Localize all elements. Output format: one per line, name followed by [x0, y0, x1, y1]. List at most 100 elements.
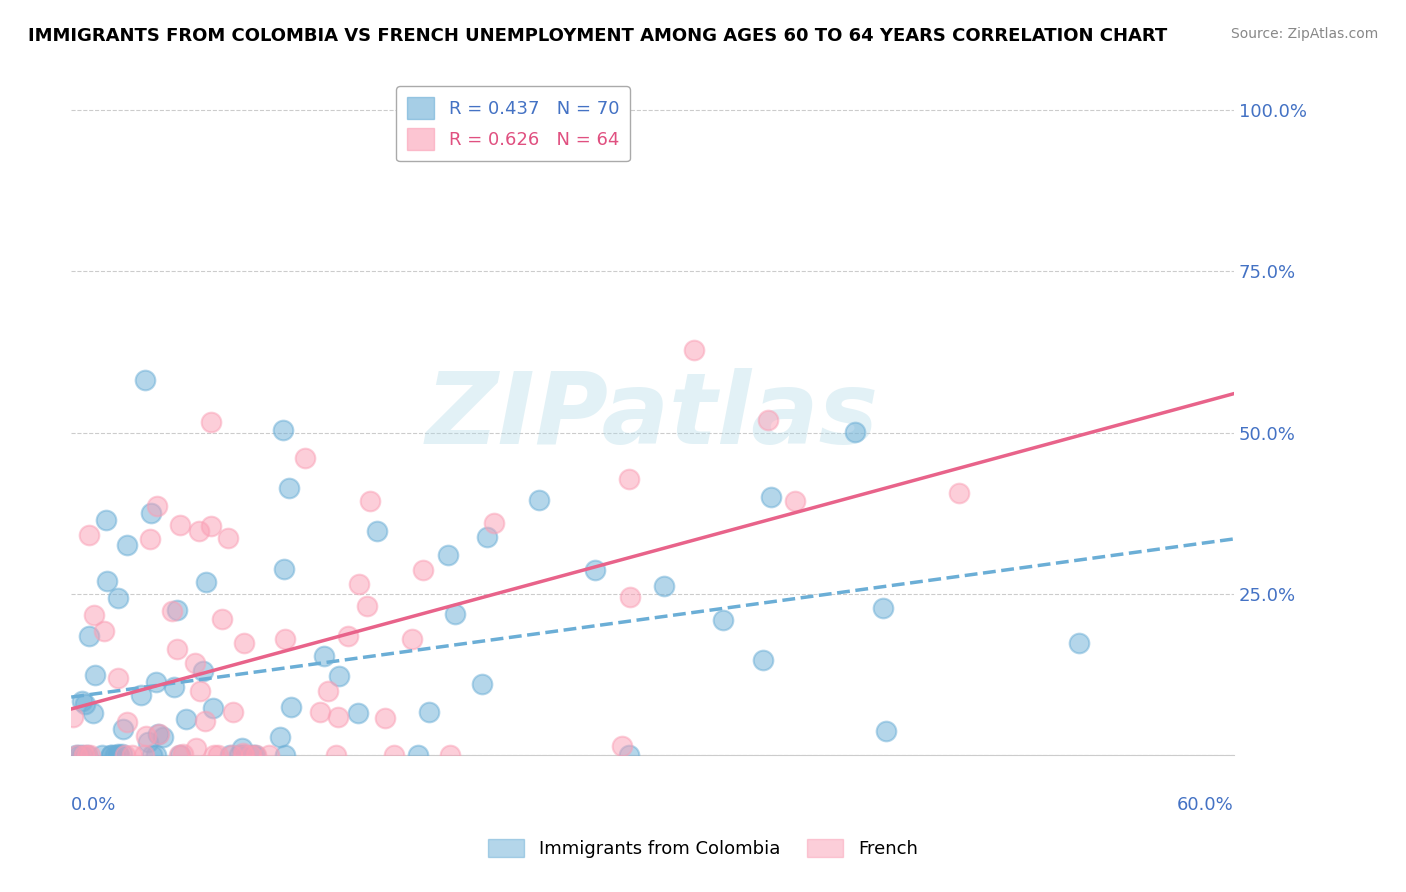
- Point: [382, 748, 405, 763]
- Point: [221, 748, 243, 763]
- Point: [844, 425, 866, 440]
- Point: [412, 563, 434, 577]
- Text: IMMIGRANTS FROM COLOMBIA VS FRENCH UNEMPLOYMENT AMONG AGES 60 TO 64 YEARS CORREL: IMMIGRANTS FROM COLOMBIA VS FRENCH UNEMP…: [28, 27, 1167, 45]
- Point: [184, 741, 207, 756]
- Point: [195, 574, 218, 589]
- Point: [470, 676, 492, 690]
- Point: [134, 373, 156, 387]
- Point: [172, 747, 194, 762]
- Point: [312, 649, 335, 664]
- Text: 60.0%: 60.0%: [1177, 796, 1234, 814]
- Point: [277, 481, 299, 495]
- Point: [484, 516, 506, 530]
- Point: [418, 705, 440, 719]
- Point: [129, 689, 152, 703]
- Point: [145, 675, 167, 690]
- Point: [652, 579, 675, 593]
- Point: [217, 531, 239, 545]
- Point: [141, 506, 163, 520]
- Point: [439, 748, 461, 763]
- Point: [444, 607, 467, 622]
- Point: [875, 724, 897, 739]
- Point: [70, 748, 93, 763]
- Point: [100, 748, 122, 763]
- Point: [163, 680, 186, 694]
- Point: [328, 669, 350, 683]
- Point: [77, 629, 100, 643]
- Point: [111, 747, 134, 761]
- Point: [337, 629, 360, 643]
- Point: [90, 748, 112, 763]
- Point: [167, 748, 190, 763]
- Point: [141, 748, 163, 763]
- Point: [107, 671, 129, 685]
- Point: [114, 748, 136, 763]
- Point: [187, 524, 209, 539]
- Point: [583, 563, 606, 577]
- Point: [73, 748, 96, 763]
- Point: [374, 711, 396, 725]
- Point: [222, 705, 245, 719]
- Point: [202, 748, 225, 763]
- Point: [132, 748, 155, 763]
- Point: [145, 748, 167, 763]
- Point: [242, 748, 264, 763]
- Text: ZIPatlas: ZIPatlas: [426, 368, 879, 465]
- Point: [96, 574, 118, 588]
- Point: [62, 710, 84, 724]
- Text: 0.0%: 0.0%: [72, 796, 117, 814]
- Point: [77, 528, 100, 542]
- Point: [269, 730, 291, 744]
- Point: [104, 748, 127, 763]
- Point: [100, 748, 122, 763]
- Point: [136, 735, 159, 749]
- Point: [233, 748, 256, 763]
- Legend: Immigrants from Colombia, French: Immigrants from Colombia, French: [481, 831, 925, 865]
- Point: [194, 714, 217, 728]
- Point: [347, 577, 370, 591]
- Point: [201, 701, 224, 715]
- Point: [75, 697, 97, 711]
- Point: [245, 748, 267, 763]
- Point: [146, 726, 169, 740]
- Point: [759, 490, 782, 504]
- Point: [1067, 636, 1090, 650]
- Point: [66, 748, 89, 763]
- Point: [115, 715, 138, 730]
- Point: [169, 748, 191, 763]
- Point: [783, 494, 806, 508]
- Point: [318, 683, 340, 698]
- Point: [200, 415, 222, 429]
- Point: [328, 709, 350, 723]
- Point: [682, 343, 704, 357]
- Point: [346, 706, 368, 720]
- Point: [619, 590, 641, 604]
- Point: [401, 632, 423, 646]
- Point: [190, 683, 212, 698]
- Point: [245, 748, 267, 763]
- Point: [207, 748, 229, 763]
- Point: [135, 729, 157, 743]
- Point: [366, 524, 388, 539]
- Point: [948, 486, 970, 500]
- Point: [232, 636, 254, 650]
- Point: [359, 494, 381, 508]
- Point: [273, 561, 295, 575]
- Point: [280, 700, 302, 714]
- Point: [294, 450, 316, 465]
- Text: Source: ZipAtlas.com: Source: ZipAtlas.com: [1230, 27, 1378, 41]
- Point: [79, 748, 101, 763]
- Point: [219, 748, 242, 763]
- Point: [112, 723, 135, 737]
- Point: [107, 748, 129, 763]
- Point: [872, 601, 894, 615]
- Point: [751, 653, 773, 667]
- Point: [67, 748, 90, 763]
- Point: [115, 538, 138, 552]
- Point: [756, 413, 779, 427]
- Point: [152, 730, 174, 744]
- Point: [148, 727, 170, 741]
- Point: [174, 712, 197, 726]
- Point: [231, 741, 253, 756]
- Point: [76, 748, 98, 763]
